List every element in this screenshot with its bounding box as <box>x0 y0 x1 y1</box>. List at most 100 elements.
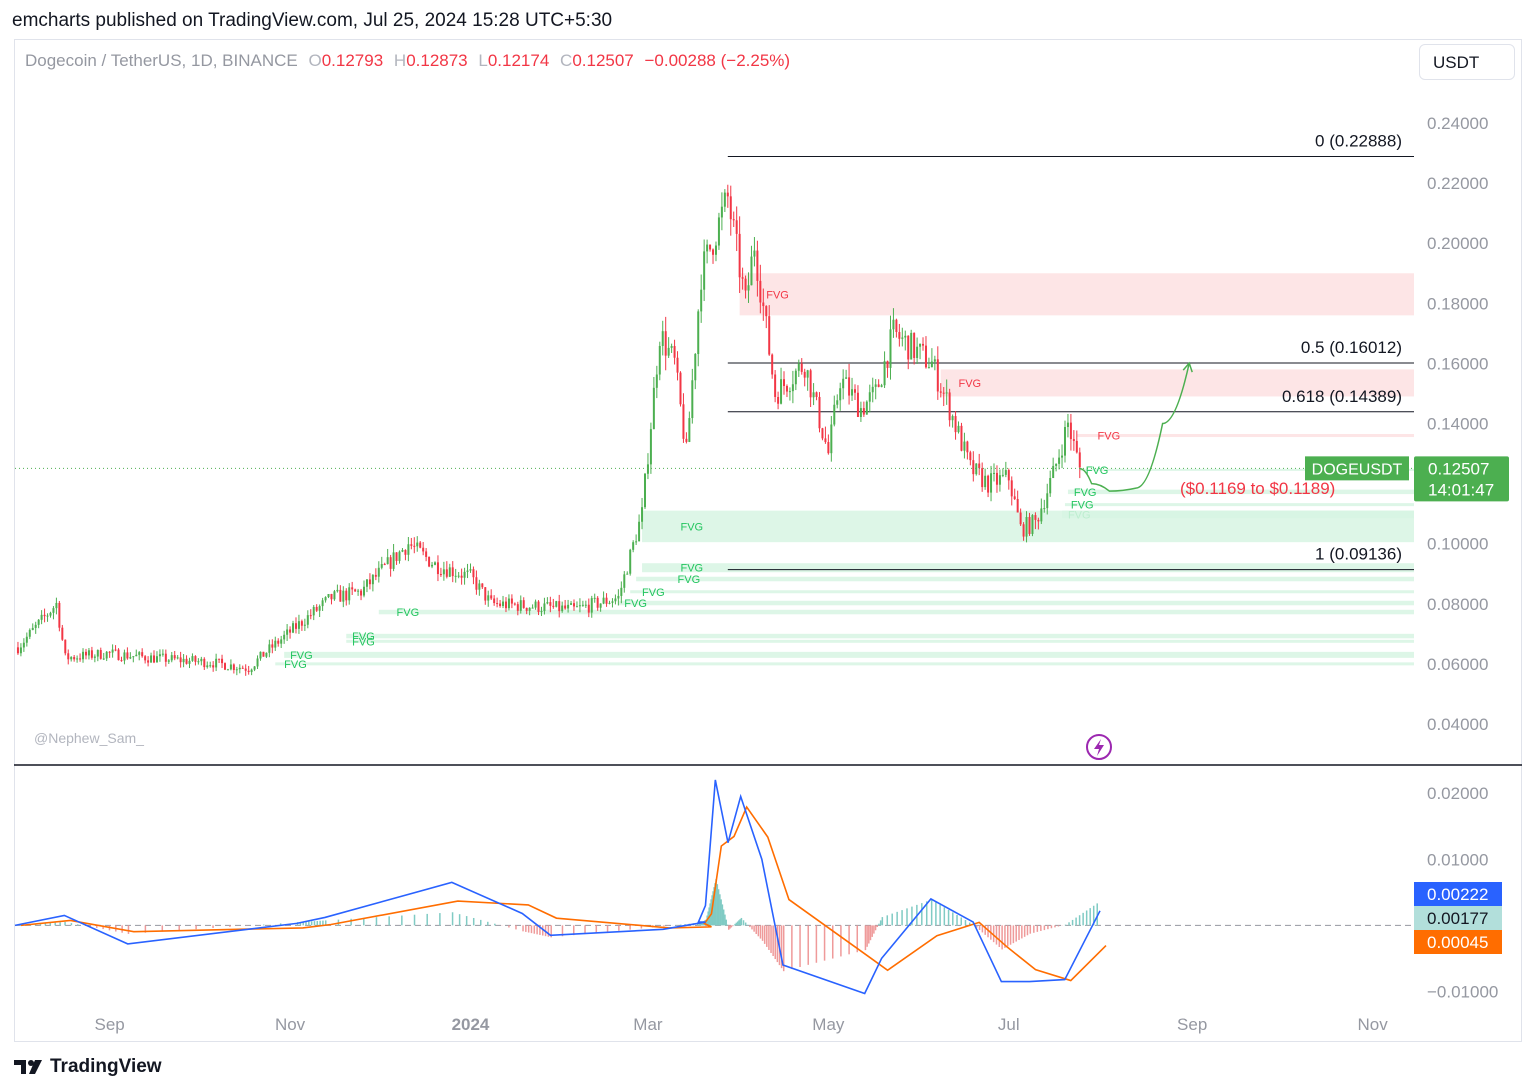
macd-histogram-bar <box>984 925 986 935</box>
macd-histogram-bar <box>721 904 724 926</box>
candle-up <box>697 311 700 355</box>
currency-button[interactable]: USDT <box>1419 44 1515 80</box>
candle-down <box>223 663 226 670</box>
candle-up <box>454 575 457 577</box>
high-key: H <box>393 51 407 70</box>
candle-up <box>599 603 602 608</box>
candle-up <box>324 597 327 601</box>
macd-histogram-bar <box>1068 922 1070 926</box>
candle-down <box>741 277 744 279</box>
candle-up <box>416 542 419 547</box>
macd-histogram-bar <box>96 925 98 928</box>
macd-histogram-bar <box>735 922 738 926</box>
macd-histogram-bar <box>724 914 726 926</box>
candle-down <box>244 668 247 671</box>
candle-down <box>759 280 762 303</box>
macd-histogram-bar <box>178 925 180 931</box>
candle-down <box>496 603 499 605</box>
candle-up <box>717 217 720 246</box>
candle-up <box>401 550 404 552</box>
macd-histogram-bar <box>363 917 365 926</box>
bullish-fvg-zone <box>346 633 1414 639</box>
close-key: C <box>560 51 573 70</box>
macd-histogram-bar <box>640 925 643 929</box>
candle-up <box>646 464 649 474</box>
price-axis: 0.24000 0.22000 0.20000 0.18000 0.16000 0.140… <box>14 114 1522 766</box>
replay-bolt-icon[interactable] <box>1086 734 1112 760</box>
candle-down <box>164 653 167 662</box>
price-tick-label: 0.24000 <box>1427 114 1488 133</box>
candle-up <box>667 347 670 356</box>
projection-arrowhead <box>1182 361 1193 373</box>
fvg-label: FVG <box>290 650 313 662</box>
candle-down <box>315 606 318 611</box>
candle-up <box>96 650 99 657</box>
candle-down <box>709 244 712 250</box>
candle-up <box>706 244 709 252</box>
candle-up <box>176 657 179 659</box>
candle-up <box>365 579 368 587</box>
bullish-fvg-zone <box>630 590 1414 594</box>
price-tick-label: 0.18000 <box>1427 294 1488 313</box>
macd-histogram-bar <box>388 916 390 926</box>
candle-up <box>82 651 85 660</box>
candle-up <box>670 346 673 348</box>
candle-down <box>729 196 732 220</box>
symbol-title[interactable]: Dogecoin / TetherUS, 1D, BINANCE <box>25 51 298 70</box>
macd-histogram-bar <box>939 904 941 926</box>
candle-down <box>978 463 981 469</box>
candle-down <box>987 475 990 493</box>
macd-histogram-bar <box>54 922 56 926</box>
tradingview-footer[interactable]: TradingView <box>14 1056 162 1078</box>
candle-up <box>839 388 842 401</box>
macd-histogram-bar <box>712 891 714 926</box>
candle-down <box>1075 440 1078 453</box>
candle-up <box>635 541 638 543</box>
candle-up <box>951 416 954 421</box>
macd-histogram-bar <box>1071 919 1074 926</box>
candle-down <box>510 598 513 604</box>
candle-up <box>487 595 490 601</box>
candle-up <box>200 658 203 662</box>
candle-up <box>392 552 395 569</box>
macd-histogram-bar <box>716 884 719 926</box>
fib-level-label: 0.618 (0.14389) <box>1282 387 1402 406</box>
macd-histogram-bar <box>868 925 870 944</box>
candle-up <box>720 206 723 218</box>
candle-up <box>581 604 584 606</box>
bullish-fvg-zone <box>346 639 1414 643</box>
time-axis: Sep Nov 2024 Mar May Jul Sep Nov <box>95 1015 1389 1034</box>
macd-histogram-bar <box>1040 925 1042 931</box>
candle-down <box>1037 519 1040 522</box>
macd-histogram-bar <box>316 920 319 926</box>
macd-histogram-bar <box>595 925 598 933</box>
macd-histogram-bar <box>736 921 739 926</box>
candle-down <box>676 357 679 373</box>
candle-down <box>117 649 120 661</box>
candle-down <box>573 603 576 607</box>
macd-histogram-bar <box>550 925 552 938</box>
candle-up <box>602 597 605 604</box>
macd-histogram-bar <box>527 925 530 933</box>
macd-histogram-bar <box>935 902 937 926</box>
last-price-value: 0.12507 <box>1428 459 1489 478</box>
fvg-label: FVG <box>1071 500 1094 512</box>
macd-histogram-bar <box>536 925 538 935</box>
candle-up <box>303 624 306 626</box>
candle-down <box>90 650 93 658</box>
macd-histogram-bar <box>530 925 533 934</box>
candle-up <box>638 521 641 542</box>
candle-down <box>587 604 590 613</box>
candle-up <box>780 379 783 404</box>
candle-up <box>371 574 374 585</box>
macd-histogram-bar <box>439 913 441 926</box>
candle-up <box>629 549 632 574</box>
macd-histogram-bar <box>494 923 496 926</box>
candle-down <box>404 550 407 555</box>
candle-down <box>428 556 431 567</box>
macd-histogram-bar <box>1047 925 1049 930</box>
candle-down <box>605 597 608 604</box>
candle-down <box>552 605 555 607</box>
candle-down <box>153 655 156 663</box>
